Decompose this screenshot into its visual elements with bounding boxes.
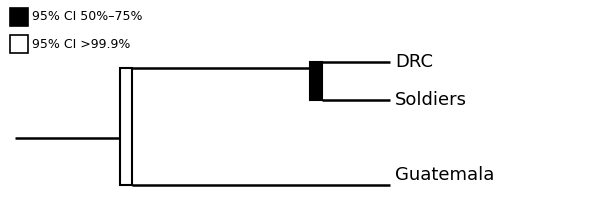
Bar	[10, 8, 28, 26]
Text: DRC: DRC	[395, 53, 433, 71]
Bar	[10, 35, 28, 53]
Text: 95% CI >99.9%: 95% CI >99.9%	[32, 38, 130, 50]
Text: 95% CI 50%–75%: 95% CI 50%–75%	[32, 11, 143, 24]
Text: Guatemala: Guatemala	[395, 166, 494, 184]
Bar	[310, 62, 322, 100]
Bar	[120, 68, 132, 185]
Text: Soldiers: Soldiers	[395, 91, 467, 109]
